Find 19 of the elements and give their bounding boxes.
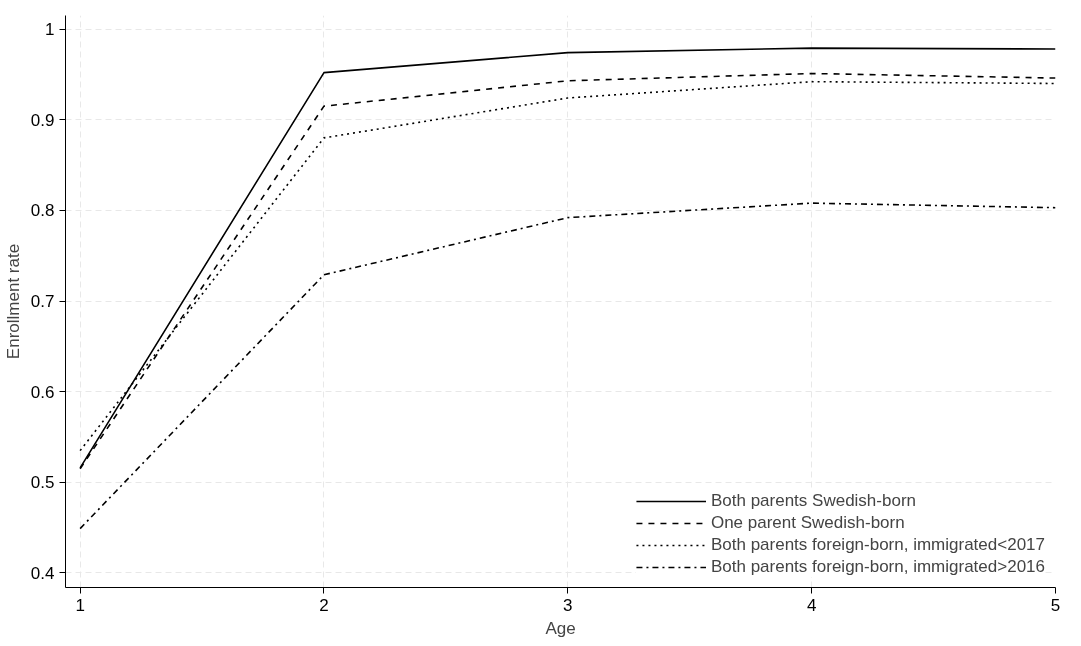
y-tick-label: 0.7 bbox=[30, 292, 55, 312]
x-axis-title: Age bbox=[545, 618, 576, 638]
line-series bbox=[79, 202, 1056, 530]
x-tick-label: 1 bbox=[75, 595, 85, 615]
y-tick-label: 0.6 bbox=[30, 382, 55, 402]
y-tick-label: 0.8 bbox=[30, 201, 55, 221]
x-tick-label: 2 bbox=[319, 595, 329, 615]
x-tick-label: 5 bbox=[1050, 595, 1061, 615]
y-tick-label: 0.4 bbox=[30, 564, 55, 583]
x-tick-label: 4 bbox=[806, 595, 817, 615]
y-tick-label: 1 bbox=[45, 20, 55, 40]
x-tick-label: 3 bbox=[563, 595, 573, 615]
y-tick-label: 0.5 bbox=[30, 473, 55, 493]
legend-label: Both parents foreign-born, immigrated>2016 bbox=[710, 557, 1045, 577]
legend-label: Both parents Swedish-born bbox=[710, 491, 916, 511]
y-tick-label: 0.9 bbox=[30, 110, 55, 130]
legend-label: One parent Swedish-born bbox=[710, 513, 905, 533]
y-axis-title: Enrollment rate bbox=[3, 243, 23, 360]
legend-label: Both parents foreign-born, immigrated<2017 bbox=[710, 535, 1045, 555]
